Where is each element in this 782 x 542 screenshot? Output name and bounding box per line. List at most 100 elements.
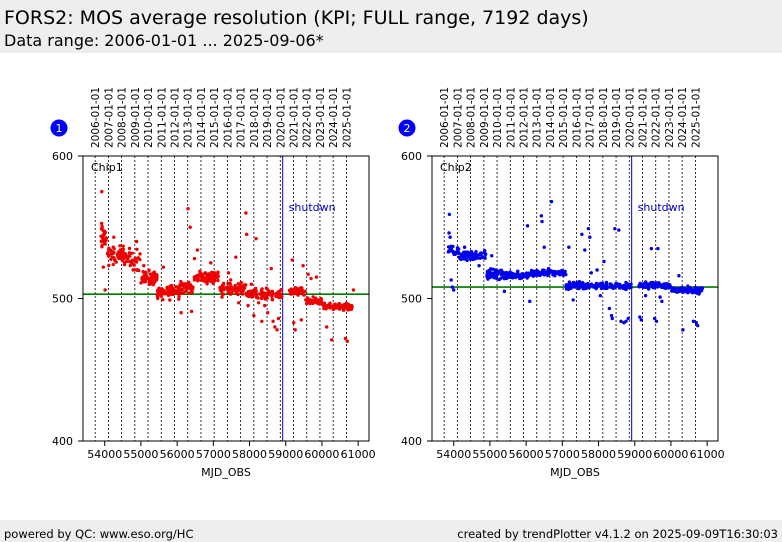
date-tick-label: 2009-01-01 (479, 87, 491, 148)
data-point (569, 284, 573, 289)
data-point (216, 278, 220, 283)
data-point (315, 298, 319, 302)
data-point (256, 301, 261, 305)
date-tick-label: 2024-01-01 (677, 87, 689, 148)
data-point (236, 301, 241, 305)
x-tick-label: 59000 (617, 448, 652, 461)
data-point (509, 275, 514, 279)
data-point (516, 269, 520, 273)
data-point (624, 319, 628, 323)
data-point (489, 271, 493, 275)
data-point (449, 278, 453, 282)
data-point (504, 273, 508, 277)
data-point (589, 271, 593, 275)
data-point (224, 285, 228, 290)
data-point (344, 304, 348, 308)
data-point (156, 296, 160, 301)
data-point (106, 251, 110, 255)
data-point (693, 286, 697, 290)
data-point (211, 281, 215, 286)
data-point (150, 276, 154, 280)
data-point (685, 288, 690, 293)
data-point (681, 328, 685, 332)
data-point (677, 274, 681, 278)
data-point (142, 273, 146, 277)
data-point (177, 294, 181, 299)
data-point (617, 228, 621, 232)
data-point (290, 258, 294, 262)
data-point (675, 287, 679, 291)
x-tick-label: 55000 (123, 448, 158, 461)
data-point (180, 291, 184, 296)
data-point (665, 282, 669, 286)
data-point (209, 261, 213, 265)
data-point (121, 244, 125, 248)
data-point (571, 298, 575, 302)
x-tick-label: 58000 (232, 448, 267, 461)
header-bar: FORS2: MOS average resolution (KPI; FULL… (0, 0, 782, 53)
date-tick-label: 2006-01-01 (439, 87, 451, 148)
x-tick-label: 60000 (653, 448, 688, 461)
data-point (348, 306, 352, 311)
shutdown-label: shutdwn (638, 201, 685, 214)
data-point (686, 284, 690, 288)
data-point (104, 238, 108, 243)
data-point (250, 295, 254, 299)
data-point (329, 304, 334, 308)
data-point (295, 287, 300, 291)
data-point (102, 241, 107, 246)
date-tick-label: 2006-01-01 (90, 87, 102, 148)
data-point (595, 284, 600, 289)
data-point (306, 272, 310, 276)
data-point (349, 303, 354, 308)
data-point (550, 269, 554, 274)
data-point (652, 316, 657, 321)
data-point (680, 289, 684, 294)
data-point (304, 298, 308, 302)
date-tick-label: 2023-01-01 (315, 87, 327, 148)
data-point (599, 286, 604, 291)
data-point (279, 288, 283, 292)
data-point (274, 294, 278, 299)
date-tick-label: 2016-01-01 (571, 87, 583, 148)
data-point (260, 319, 264, 323)
data-point (177, 286, 181, 290)
data-point (583, 248, 587, 252)
date-tick-label: 2012-01-01 (169, 87, 181, 148)
date-tick-label: 2020-01-01 (624, 87, 636, 148)
data-point (239, 280, 243, 285)
data-point (626, 282, 631, 287)
data-point (182, 285, 187, 289)
data-point (448, 235, 452, 239)
data-point (236, 282, 240, 286)
x-tick-label: 61000 (341, 448, 376, 461)
data-point (462, 245, 467, 249)
data-point (234, 255, 238, 259)
data-point (226, 271, 231, 275)
data-point (205, 282, 209, 286)
data-point (267, 293, 272, 297)
plot-frame (431, 155, 719, 442)
data-point (162, 292, 167, 296)
data-point (112, 246, 116, 251)
data-point (613, 285, 617, 290)
data-point (199, 272, 203, 276)
data-point (330, 338, 334, 342)
data-point (291, 321, 296, 325)
data-point (120, 251, 124, 255)
data-point (195, 248, 200, 252)
data-point (198, 269, 202, 273)
data-point (554, 271, 559, 276)
data-point (134, 258, 138, 262)
data-point (546, 273, 550, 278)
data-point (107, 263, 111, 268)
date-tick-label: 2022-01-01 (302, 87, 314, 148)
data-point (656, 246, 660, 251)
date-tick-label: 2007-01-01 (452, 87, 464, 148)
data-point (101, 265, 105, 269)
data-point (664, 285, 669, 289)
data-point (265, 311, 270, 315)
data-point (659, 285, 664, 290)
data-point (694, 321, 698, 325)
data-point (582, 282, 586, 286)
